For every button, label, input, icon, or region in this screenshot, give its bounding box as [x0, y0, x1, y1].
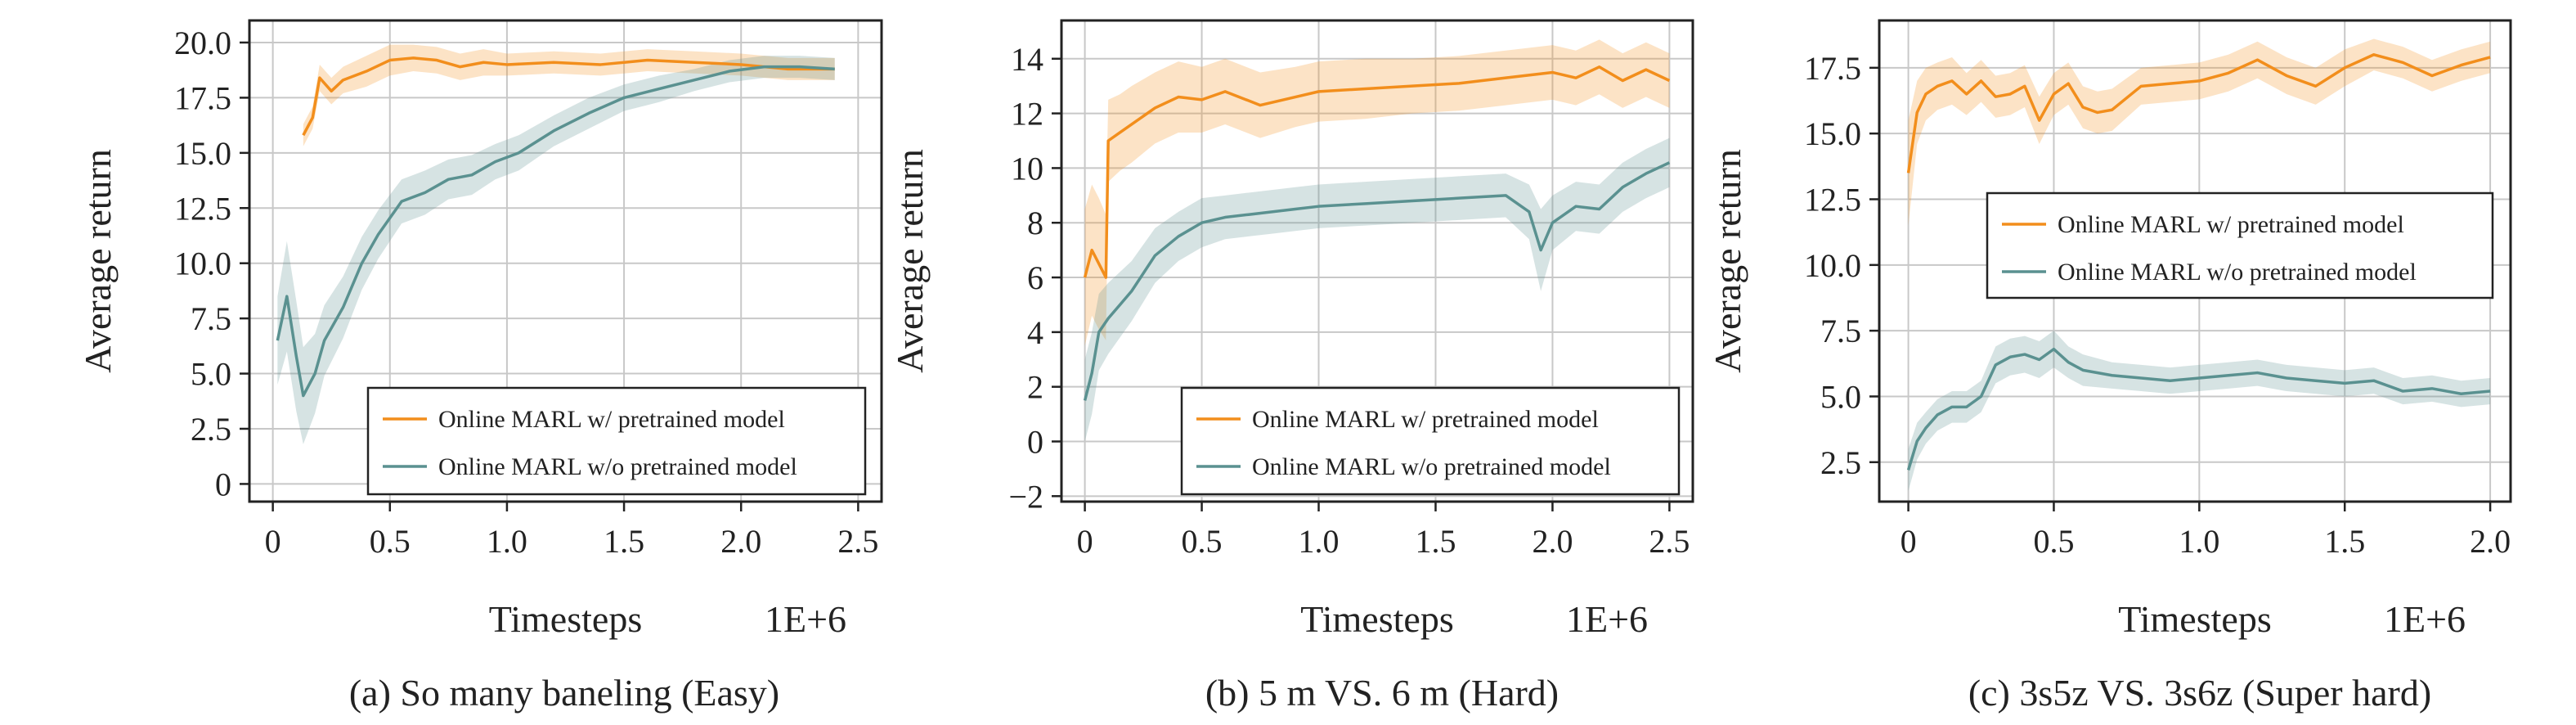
axes-frame [248, 19, 883, 503]
y-tick-label: 2.5 [191, 411, 231, 448]
series-band-without-pretrained [1908, 331, 2491, 492]
y-tick-label: 15.0 [1804, 115, 1861, 152]
x-tick-label: 2.0 [2470, 523, 2511, 560]
y-tick-label: 10 [1011, 150, 1043, 187]
legend-entry-label: Online MARL w/ pretrained model [2058, 211, 2404, 238]
y-tick-label: 2.5 [1820, 444, 1861, 481]
series-band-with-pretrained [1084, 39, 1670, 346]
x-tick-label: 2.5 [1649, 523, 1690, 560]
x-tick-label: 0 [1077, 523, 1093, 560]
series-line-without-pretrained [1083, 161, 1671, 401]
x-tick-label: 1.5 [604, 523, 644, 560]
legend-box [366, 386, 867, 496]
x-tick-label: 1.5 [1415, 523, 1456, 560]
legend-box [1180, 386, 1681, 496]
y-axis-label: Average return [77, 149, 119, 373]
series-band-with-pretrained [1908, 38, 2491, 226]
x-tick-label: 0.5 [2033, 523, 2074, 560]
legend: Online MARL w/ pretrained model Online MA… [1986, 191, 2494, 299]
x-tick-label: 1.0 [487, 523, 527, 560]
series-line-with-pretrained [1083, 65, 1671, 279]
y-tick-label: 20.0 [174, 25, 231, 61]
x-tick-label: 0 [1901, 523, 1917, 560]
chart-panel-2: 0 0.5 1.0 1.5 2.0 2.5 −2 0 2 4 6 8 10 12 14 Timesteps 1E… [889, 19, 1694, 714]
subfigure-caption: (c) 3s5z VS. 3s6z (Super hard) [1968, 672, 2431, 714]
x-tick-label: 2.0 [1532, 523, 1573, 560]
subfigure-caption: (b) 5 m VS. 6 m (Hard) [1205, 672, 1559, 714]
x-tick-label: 1.5 [2324, 523, 2365, 560]
series-band-without-pretrained [1084, 137, 1670, 442]
y-tick-label: 10.0 [1804, 247, 1861, 284]
y-tick-label: 2 [1027, 369, 1043, 406]
legend: Online MARL w/ pretrained model Online MA… [1180, 386, 1681, 496]
y-tick-label: 17.5 [1804, 50, 1861, 87]
chart-panel-3: 0 0.5 1.0 1.5 2.0 2.5 5.0 7.5 10.0 12.5 15.0 17.5 Ti… [1707, 19, 2512, 714]
y-tick-label: 0 [1027, 424, 1043, 461]
series-line-with-pretrained [1906, 53, 2491, 173]
y-tick-label: 4 [1027, 314, 1043, 351]
axes-frame [1878, 19, 2512, 503]
y-tick-label: 8 [1027, 205, 1043, 241]
y-tick-label: 5.0 [191, 356, 231, 393]
chart-panel-1: 0 0.5 1.0 1.5 2.0 2.5 0 2.5 5.0 7.5 10.0 12.5 15.0 17… [77, 19, 883, 714]
series-line-without-pretrained [276, 65, 835, 398]
y-tick-label: 10.0 [174, 245, 231, 282]
y-tick-label: 5.0 [1820, 378, 1861, 415]
y-tick-label: 7.5 [1820, 313, 1861, 349]
axes-frame [1060, 19, 1694, 503]
y-tick-label: 12.5 [1804, 181, 1861, 218]
legend: Online MARL w/ pretrained model Online MA… [366, 386, 867, 496]
y-tick-label: 14 [1011, 41, 1043, 78]
legend-entry-label: Online MARL w/ pretrained model [438, 406, 785, 433]
x-tick-label: 0.5 [1182, 523, 1223, 560]
legend-entry-label: Online MARL w/ pretrained model [1252, 406, 1599, 433]
y-tick-label: 12 [1011, 96, 1043, 133]
x-tick-label: 2.5 [837, 523, 878, 560]
y-tick-label: 6 [1027, 259, 1043, 296]
y-tick-label: 15.0 [174, 135, 231, 172]
series-band-with-pretrained [303, 44, 835, 146]
legend-entry-label: Online MARL w/o pretrained model [438, 453, 797, 480]
x-tick-label: 0.5 [370, 523, 411, 560]
legend-entry-label: Online MARL w/o pretrained model [1252, 453, 1611, 480]
x-axis-scale-label: 1E+6 [765, 598, 846, 640]
subfigure-caption: (a) So many baneling (Easy) [349, 672, 779, 714]
legend-box [1986, 191, 2494, 299]
x-axis-scale-label: 1E+6 [2384, 598, 2466, 640]
y-tick-label: 0 [215, 466, 231, 502]
x-tick-label: 0 [265, 523, 281, 560]
y-tick-label: −2 [1008, 478, 1043, 515]
y-axis-label: Average return [889, 149, 931, 373]
x-axis-label: Timesteps [1300, 598, 1453, 640]
legend-entry-label: Online MARL w/o pretrained model [2058, 259, 2417, 286]
x-axis-label: Timesteps [489, 598, 642, 640]
y-tick-label: 12.5 [174, 190, 231, 227]
x-tick-label: 1.0 [2179, 523, 2219, 560]
y-tick-label: 17.5 [174, 79, 231, 116]
x-axis-scale-label: 1E+6 [1566, 598, 1648, 640]
x-tick-label: 1.0 [1299, 523, 1340, 560]
y-tick-label: 7.5 [191, 300, 231, 337]
series-band-without-pretrained [277, 56, 835, 444]
y-axis-label: Average return [1707, 149, 1748, 373]
x-tick-label: 2.0 [720, 523, 761, 560]
series-line-without-pretrained [1906, 347, 2491, 471]
series-line-with-pretrained [302, 56, 835, 137]
x-axis-label: Timesteps [2118, 598, 2271, 640]
